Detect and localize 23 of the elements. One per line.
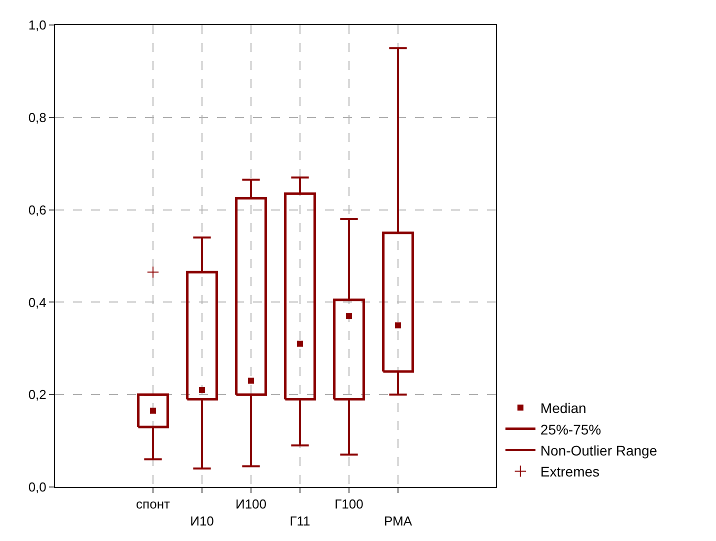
x-tick-label: Г100: [334, 496, 364, 512]
legend-label: Median: [540, 400, 586, 416]
point: [199, 386, 205, 393]
y-tick-label: 0,0: [28, 480, 46, 495]
y-tick-label: 0,2: [28, 387, 46, 402]
x-tick-label: РМА: [384, 514, 412, 528]
point: [346, 313, 352, 320]
point: [150, 408, 156, 414]
y-tick-label: 1,0: [28, 18, 46, 33]
point: [395, 322, 401, 328]
y-tick-label: 0,4: [28, 294, 46, 310]
y-tick-label: 0,8: [28, 110, 46, 125]
point: [297, 340, 303, 347]
x-tick-label: Г11: [290, 514, 310, 528]
x-tick-label: спонт: [136, 496, 170, 512]
point: [248, 378, 254, 384]
x-tick-label: И100: [235, 496, 267, 512]
x-tick-label: И10: [190, 514, 214, 528]
legend-label: 25%-75%: [540, 421, 602, 438]
legend-label: Non-Outlier Range: [540, 442, 658, 458]
y-tick-label: 0,6: [28, 202, 46, 218]
legend-label: Extremes: [540, 464, 600, 480]
point: [146, 266, 160, 278]
